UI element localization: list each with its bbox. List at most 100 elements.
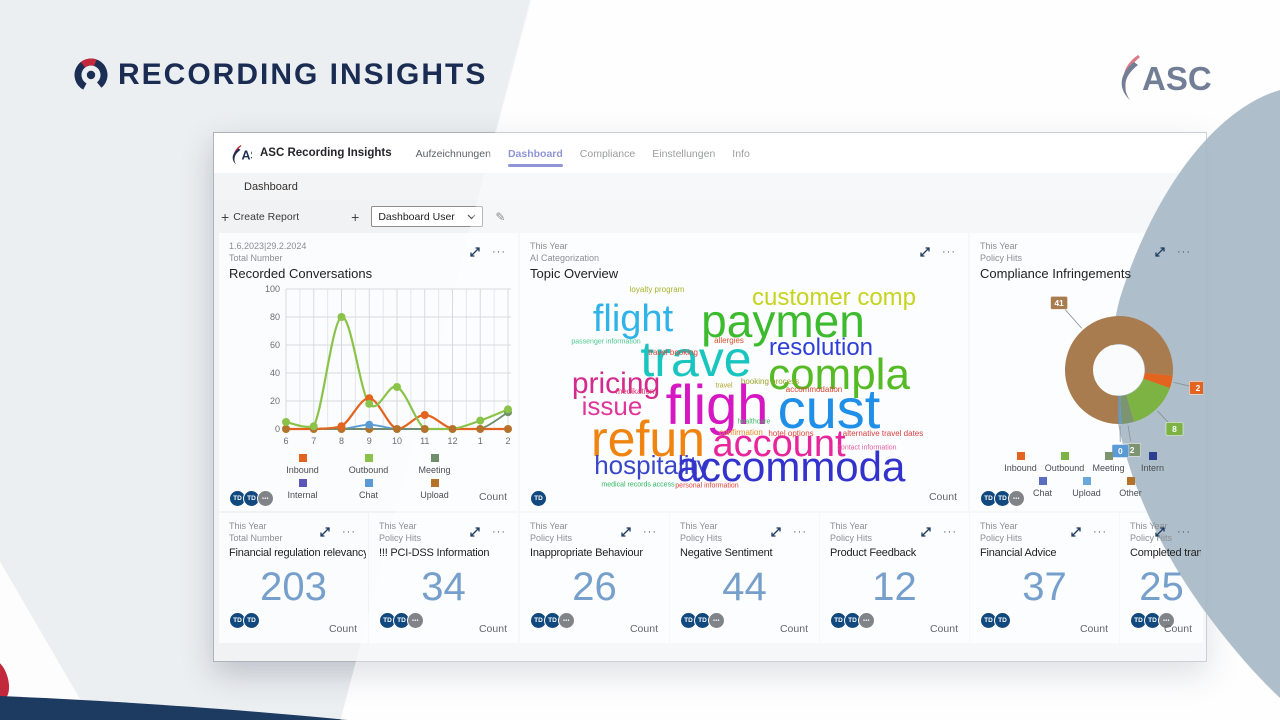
legend-label: Chat xyxy=(358,490,378,500)
more-badges-icon[interactable]: ••• xyxy=(558,612,575,629)
more-badges-icon[interactable]: ••• xyxy=(407,612,424,629)
card-period: This Year Policy Hits xyxy=(680,521,723,543)
card-period: This Year AI Categorization xyxy=(530,241,600,263)
more-menu-icon[interactable]: ··· xyxy=(342,526,356,538)
breadcrumb-bar: Dashboard xyxy=(214,173,1206,201)
user-badge[interactable]: TD xyxy=(994,612,1011,629)
cloud-word: flight xyxy=(592,298,674,340)
asc-logo: ASC xyxy=(1121,55,1212,100)
expand-icon[interactable] xyxy=(469,526,481,538)
owner-badges[interactable]: TD TD ••• xyxy=(830,612,875,629)
user-badge[interactable]: TD xyxy=(530,490,547,507)
cloud-word: loyalty program xyxy=(629,285,685,294)
more-badges-icon[interactable]: ••• xyxy=(858,612,875,629)
more-menu-icon[interactable]: ··· xyxy=(793,526,807,538)
more-menu-icon[interactable]: ··· xyxy=(942,246,956,258)
kpi-value: 37 xyxy=(1022,565,1067,609)
user-badge[interactable]: TD xyxy=(243,612,260,629)
cloud-word: refun xyxy=(591,411,705,467)
more-badges-icon[interactable]: ••• xyxy=(708,612,725,629)
card-title: Compliance Infringements xyxy=(980,266,1132,281)
cloud-word: trave xyxy=(640,331,752,387)
cloud-word: account xyxy=(712,423,846,465)
svg-text:8: 8 xyxy=(339,436,344,446)
count-label: Count xyxy=(478,623,507,635)
nav-item-einstellungen[interactable]: Einstellungen xyxy=(652,147,716,160)
cloud-word: alternative travel dates xyxy=(842,429,924,438)
expand-icon[interactable] xyxy=(770,526,782,538)
expand-icon[interactable] xyxy=(1070,526,1082,538)
cloud-word: hospitality xyxy=(594,450,710,480)
more-badges-icon[interactable]: ••• xyxy=(257,490,274,507)
recording-insights-logo-icon xyxy=(74,58,108,92)
legend-swatch xyxy=(298,454,307,462)
more-badges-icon[interactable]: ••• xyxy=(1008,490,1025,507)
add-icon[interactable]: + xyxy=(221,208,230,225)
kpi-value: 25 xyxy=(1139,565,1184,609)
user-badge[interactable]: TD xyxy=(393,612,410,629)
legend-item-outbound: Outbound xyxy=(1043,452,1087,473)
more-menu-icon[interactable]: ··· xyxy=(943,526,957,538)
more-menu-icon[interactable]: ··· xyxy=(1177,246,1191,258)
expand-icon[interactable] xyxy=(469,246,481,258)
more-menu-icon[interactable]: ··· xyxy=(492,526,506,538)
card-period: 1.6.2023|29.2.2024 Total Number xyxy=(229,241,307,263)
add-icon[interactable]: + xyxy=(351,208,360,225)
expand-icon[interactable] xyxy=(319,526,331,538)
cloud-word: accommoda xyxy=(676,443,906,490)
top-nav: Aufzeichnungen Dashboard Compliance Einstel… xyxy=(416,136,750,171)
legend-label: Meeting xyxy=(1092,463,1125,473)
nav-item-aufzeichnungen[interactable]: Aufzeichnungen xyxy=(415,147,491,160)
edit-pencil-icon[interactable]: ✎ xyxy=(495,209,506,224)
nav-item-compliance[interactable]: Compliance xyxy=(579,147,636,160)
kpi-title: Inappropriate Behaviour xyxy=(530,547,643,559)
expand-icon[interactable] xyxy=(920,526,932,538)
expand-icon[interactable] xyxy=(919,246,931,258)
kpi-card: This Year Total Number ··· Financial regu… xyxy=(219,513,368,643)
svg-text:6: 6 xyxy=(283,436,288,446)
cloud-word: customer comp xyxy=(751,284,917,311)
user-badge[interactable]: TD xyxy=(994,490,1011,507)
legend-label: Inbound xyxy=(1004,463,1037,473)
svg-text:7: 7 xyxy=(311,436,316,446)
svg-text:11: 11 xyxy=(420,436,429,446)
legend-item-outbound: Outbound xyxy=(336,454,402,475)
owner-badges[interactable]: TD TD ••• xyxy=(680,612,725,629)
nav-item-dashboard[interactable]: Dashboard xyxy=(507,136,563,171)
dashboard-window: ASC ASC Recording Insights Aufzeichnunge… xyxy=(213,132,1207,662)
owner-badges[interactable]: TD TD ••• xyxy=(530,612,575,629)
legend-label: Chat xyxy=(1032,488,1052,498)
owner-badges[interactable]: TD TD ••• xyxy=(980,490,1025,507)
dropdown-value: Dashboard User xyxy=(378,210,455,223)
dashboard-user-dropdown[interactable]: Dashboard User xyxy=(371,206,484,227)
create-report-button[interactable]: Create Report xyxy=(233,210,300,223)
owner-badges[interactable]: TD TD xyxy=(229,612,260,629)
more-menu-icon[interactable]: ··· xyxy=(643,526,657,538)
user-badge[interactable]: TD xyxy=(243,490,260,507)
owner-badges[interactable]: TD xyxy=(530,490,547,507)
card-period: This Year Policy Hits xyxy=(980,521,1023,543)
more-menu-icon[interactable]: ··· xyxy=(1093,526,1107,538)
legend-label: Internal xyxy=(287,490,318,500)
owner-badges[interactable]: TD TD xyxy=(980,612,1011,629)
expand-icon[interactable] xyxy=(620,526,632,538)
cloud-word: medical records access xyxy=(601,481,675,489)
legend-item-upload: Upload xyxy=(402,479,468,500)
legend-item-chat: Chat xyxy=(1021,477,1065,498)
svg-text:2: 2 xyxy=(1196,383,1201,393)
cloud-word: fligh xyxy=(665,373,769,436)
nav-item-info[interactable]: Info xyxy=(732,147,750,160)
more-menu-icon[interactable]: ··· xyxy=(492,246,506,258)
expand-icon[interactable] xyxy=(1154,526,1166,538)
kpi-title: !!! PCI-DSS Information xyxy=(379,547,490,559)
more-menu-icon[interactable]: ··· xyxy=(1177,526,1191,538)
kpi-value: 203 xyxy=(260,565,327,609)
owner-badges[interactable]: TD TD ••• xyxy=(229,490,274,507)
svg-text:60: 60 xyxy=(270,340,280,350)
cloud-word: passenger information xyxy=(571,338,641,346)
owner-badges[interactable]: TD TD ••• xyxy=(379,612,424,629)
kpi-value: 26 xyxy=(572,565,617,609)
expand-icon[interactable] xyxy=(1154,246,1166,258)
cloud-word: travel booking xyxy=(648,348,698,357)
